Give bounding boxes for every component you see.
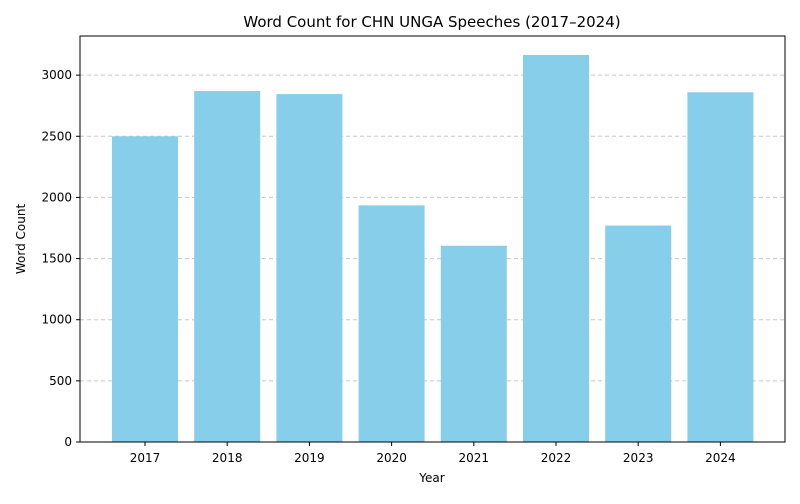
x-tick-label: 2019	[294, 451, 325, 465]
x-axis-label: Year	[418, 471, 444, 485]
y-tick-label: 3000	[41, 68, 72, 82]
y-tick-label: 0	[64, 435, 72, 449]
bar-2024	[687, 92, 754, 442]
x-tick-label: 2024	[705, 451, 736, 465]
bar-2020	[358, 205, 425, 442]
grid-lines	[80, 74, 785, 382]
x-tick-label: 2020	[376, 451, 407, 465]
x-tick-label: 2022	[541, 451, 572, 465]
x-axis: 2017 2018 2019 2020 2021 2022 2023 2024	[130, 442, 736, 465]
plot-area-frame	[79, 35, 786, 443]
x-tick-label: 2018	[212, 451, 243, 465]
bar-2017	[112, 136, 178, 443]
y-axis: 0 500 1000 1500 2000 2500 3000	[41, 68, 80, 449]
y-tick-label: 500	[49, 374, 72, 388]
x-tick-label: 2023	[623, 451, 654, 465]
bar-2018	[194, 91, 261, 442]
x-tick-label: 2021	[459, 451, 490, 465]
y-tick-label: 1000	[41, 313, 72, 327]
y-tick-label: 2000	[41, 190, 72, 204]
x-tick-label: 2017	[130, 451, 161, 465]
chart-title: Word Count for CHN UNGA Speeches (2017–2…	[243, 13, 620, 31]
y-tick-label: 1500	[41, 252, 72, 266]
y-tick-label: 2500	[41, 129, 72, 143]
bar-2019	[276, 94, 343, 443]
bars	[112, 54, 754, 443]
bar-2021	[440, 245, 507, 442]
y-axis-label: Word Count	[14, 204, 28, 275]
bar-2023	[605, 225, 672, 442]
bar-2022	[523, 54, 589, 442]
